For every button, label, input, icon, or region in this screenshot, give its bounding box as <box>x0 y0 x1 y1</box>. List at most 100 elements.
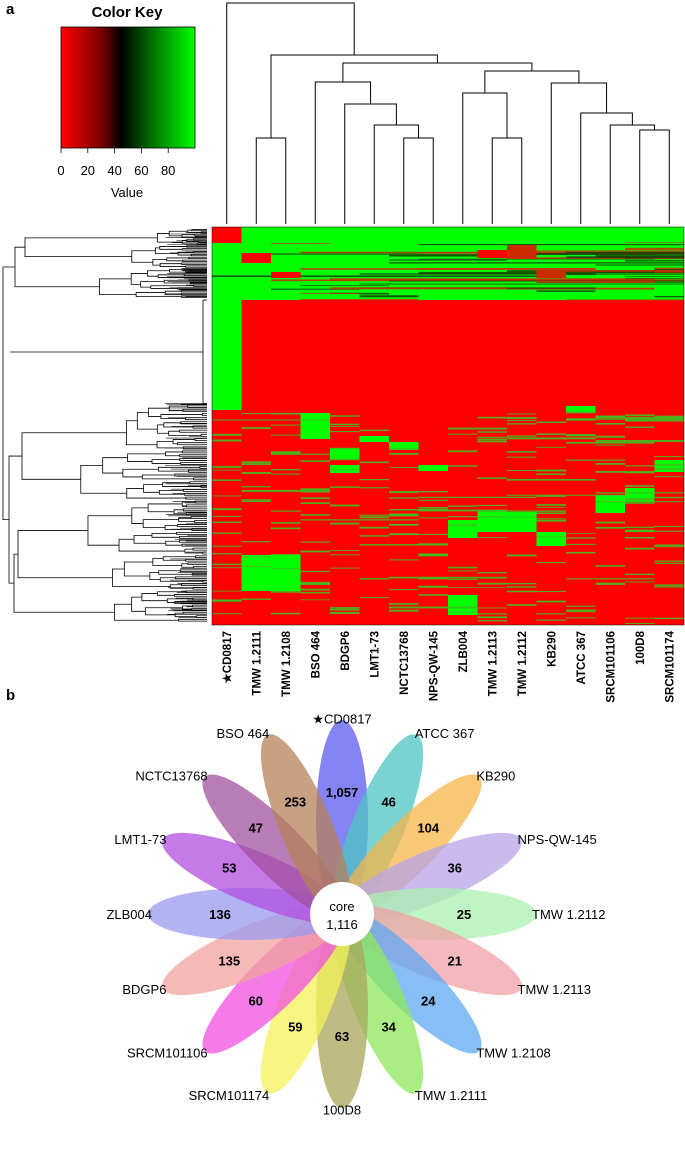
heatmap-stripe <box>330 486 360 488</box>
heatmap-stripe <box>507 590 537 593</box>
column-label: ★CD0817 <box>221 631 234 684</box>
dendrogram-link <box>181 248 207 251</box>
color-key-tick-label: 20 <box>81 163 95 178</box>
petal-value: 25 <box>457 907 471 922</box>
dendrogram-link <box>165 540 182 546</box>
dendrogram-link <box>185 496 207 500</box>
heatmap-stripe <box>625 498 655 501</box>
heatmap-stripe <box>595 462 625 465</box>
heatmap-stripe <box>389 259 507 261</box>
heatmap-stripe <box>300 497 330 499</box>
heatmap-stripe <box>536 446 566 448</box>
heatmap-cell <box>536 532 566 546</box>
panel-label-b: b <box>6 687 15 704</box>
dendrogram-link <box>190 516 207 520</box>
heatmap-stripe <box>477 607 507 609</box>
heatmap-stripe <box>595 435 625 438</box>
petal-label: BDGP6 <box>122 982 166 997</box>
color-key-tick-label: 40 <box>107 163 121 178</box>
heatmap-cell <box>507 245 537 259</box>
heatmap-stripe <box>566 578 655 580</box>
heatmap-stripe <box>507 478 596 481</box>
heatmap-stripe <box>359 578 389 580</box>
heatmap-cell <box>477 510 507 532</box>
heatmap-stripe <box>507 554 537 557</box>
dendrogram-link <box>226 2 355 224</box>
heatmap-stripe <box>536 473 566 476</box>
heatmap-stripe <box>566 251 684 254</box>
petal-value: 104 <box>417 821 439 836</box>
dendrogram-link <box>373 124 419 224</box>
petal-value: 60 <box>248 993 262 1008</box>
dendrogram-link <box>194 520 207 523</box>
heatmap-cell <box>359 436 389 442</box>
dendrogram-link <box>192 238 207 241</box>
heatmap-stripe <box>241 556 271 558</box>
heatmap-stripe <box>418 499 448 501</box>
petal-label: ATCC 367 <box>415 726 475 741</box>
heatmap-cell <box>536 270 566 278</box>
heatmap-stripe <box>536 421 566 423</box>
dendrogram-link <box>183 273 207 276</box>
dendrogram-link <box>192 547 207 551</box>
heatmap-stripe <box>477 616 507 619</box>
heatmap-cell <box>212 227 242 243</box>
dendrogram-link <box>130 273 148 285</box>
heatmap-stripe <box>359 292 389 295</box>
heatmap-stripe <box>271 527 301 530</box>
dendrogram-link <box>131 596 146 612</box>
heatmap-stripe <box>300 550 330 553</box>
heatmap-stripe <box>625 526 655 529</box>
heatmap-stripe <box>654 618 684 620</box>
heatmap-stripe <box>330 287 507 290</box>
heatmap-stripe <box>271 522 301 524</box>
dendrogram-link <box>144 607 183 616</box>
petal-label: LMT1-73 <box>114 832 166 847</box>
dendrogram-link <box>193 233 207 236</box>
heatmap-stripe <box>477 431 507 433</box>
heatmap-stripe <box>389 589 419 591</box>
heatmap-stripe <box>418 258 655 260</box>
dendrogram-link <box>180 462 207 465</box>
dendrogram-link <box>202 551 207 555</box>
heatmap-stripe <box>389 467 419 468</box>
heatmap-frame <box>211 226 685 626</box>
heatmap-stripe <box>241 541 271 543</box>
heatmap-stripe <box>300 491 330 493</box>
heatmap-stripe <box>271 254 655 255</box>
color-key-xlabel: Value <box>111 185 143 200</box>
heatmap-stripe <box>566 617 596 619</box>
dendrogram-link <box>8 455 22 584</box>
heatmap-stripe <box>625 497 655 500</box>
petal-value: 135 <box>218 954 240 969</box>
heatmap-stripe <box>507 582 537 585</box>
heatmap-stripe <box>212 563 242 566</box>
heatmap-stripe <box>625 242 684 244</box>
heatmap <box>211 226 685 626</box>
heatmap-stripe <box>654 415 684 418</box>
heatmap-stripe <box>654 525 684 528</box>
heatmap-stripe <box>595 492 684 494</box>
heatmap-stripe <box>389 509 419 511</box>
heatmap-stripe <box>654 456 684 458</box>
heatmap-stripe <box>241 598 271 600</box>
heatmap-stripe <box>625 529 655 532</box>
dendrogram-link <box>172 439 196 445</box>
heatmap-stripe <box>241 499 271 501</box>
heatmap-cell <box>212 300 242 410</box>
color-key-tick-label: 60 <box>134 163 148 178</box>
heatmap-stripe <box>477 438 507 441</box>
heatmap-stripe <box>389 497 419 499</box>
heatmap-stripe <box>625 536 655 539</box>
heatmap-stripe <box>300 570 330 573</box>
dendrogram-link <box>151 459 181 464</box>
heatmap-stripe <box>536 512 566 515</box>
heatmap-stripe <box>300 514 330 516</box>
column-label: 100D8 <box>635 630 647 664</box>
dendrogram-link <box>178 618 207 622</box>
heatmap-stripe <box>241 500 271 502</box>
heatmap-stripe <box>271 453 330 455</box>
heatmap-stripe <box>300 292 360 294</box>
row-dendrogram <box>2 229 207 622</box>
heatmap-stripe <box>418 585 448 588</box>
